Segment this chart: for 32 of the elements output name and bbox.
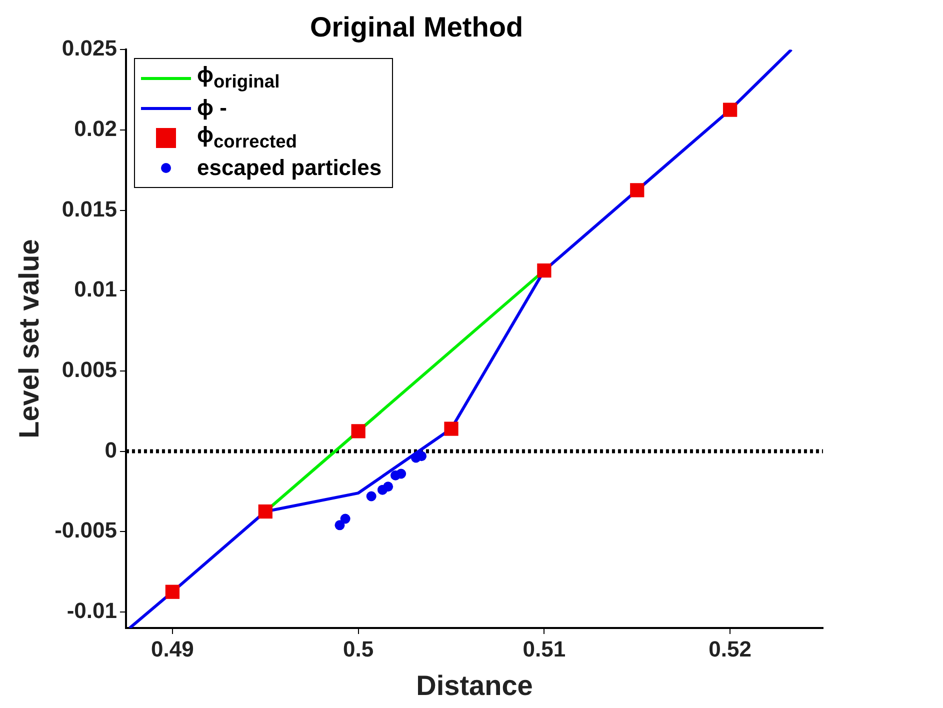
y-tick-label: 0	[104, 437, 117, 462]
point	[258, 504, 272, 519]
point	[537, 263, 552, 278]
point	[383, 482, 394, 492]
x-tick-label: 0.51	[522, 636, 566, 662]
y-tick-label: 0.025	[62, 36, 117, 61]
y-tick-label: 0.02	[74, 116, 117, 141]
y-tick-label: 0.005	[62, 356, 117, 382]
legend-label: escaped particles	[196, 154, 382, 181]
legend-label: ϕ -	[196, 94, 227, 121]
point	[416, 451, 427, 462]
x-axis-title: Distance	[416, 670, 533, 701]
y-tick-label: -0.005	[54, 518, 117, 543]
legend-label: ϕ$_{corrected}$	[196, 122, 298, 153]
y-tick-label: 0.015	[62, 196, 117, 222]
x-tick-label: 0.49	[151, 636, 194, 662]
point	[340, 514, 350, 524]
point	[630, 183, 644, 198]
y-tick-label: 0.01	[74, 276, 117, 302]
point	[722, 102, 738, 117]
x-tick-label: 0.52	[708, 636, 752, 662]
point	[366, 491, 376, 502]
point	[165, 584, 180, 599]
point	[351, 424, 366, 438]
legend-label: ϕ$_{original}$	[196, 62, 280, 93]
point	[396, 468, 406, 479]
y-tick-label: -0.01	[66, 598, 117, 623]
point	[334, 520, 345, 530]
x-tick-label: 0.5	[343, 636, 374, 662]
point	[444, 422, 458, 436]
chart-title: Original Method	[310, 12, 524, 43]
y-axis-title: Level set value	[14, 239, 45, 438]
